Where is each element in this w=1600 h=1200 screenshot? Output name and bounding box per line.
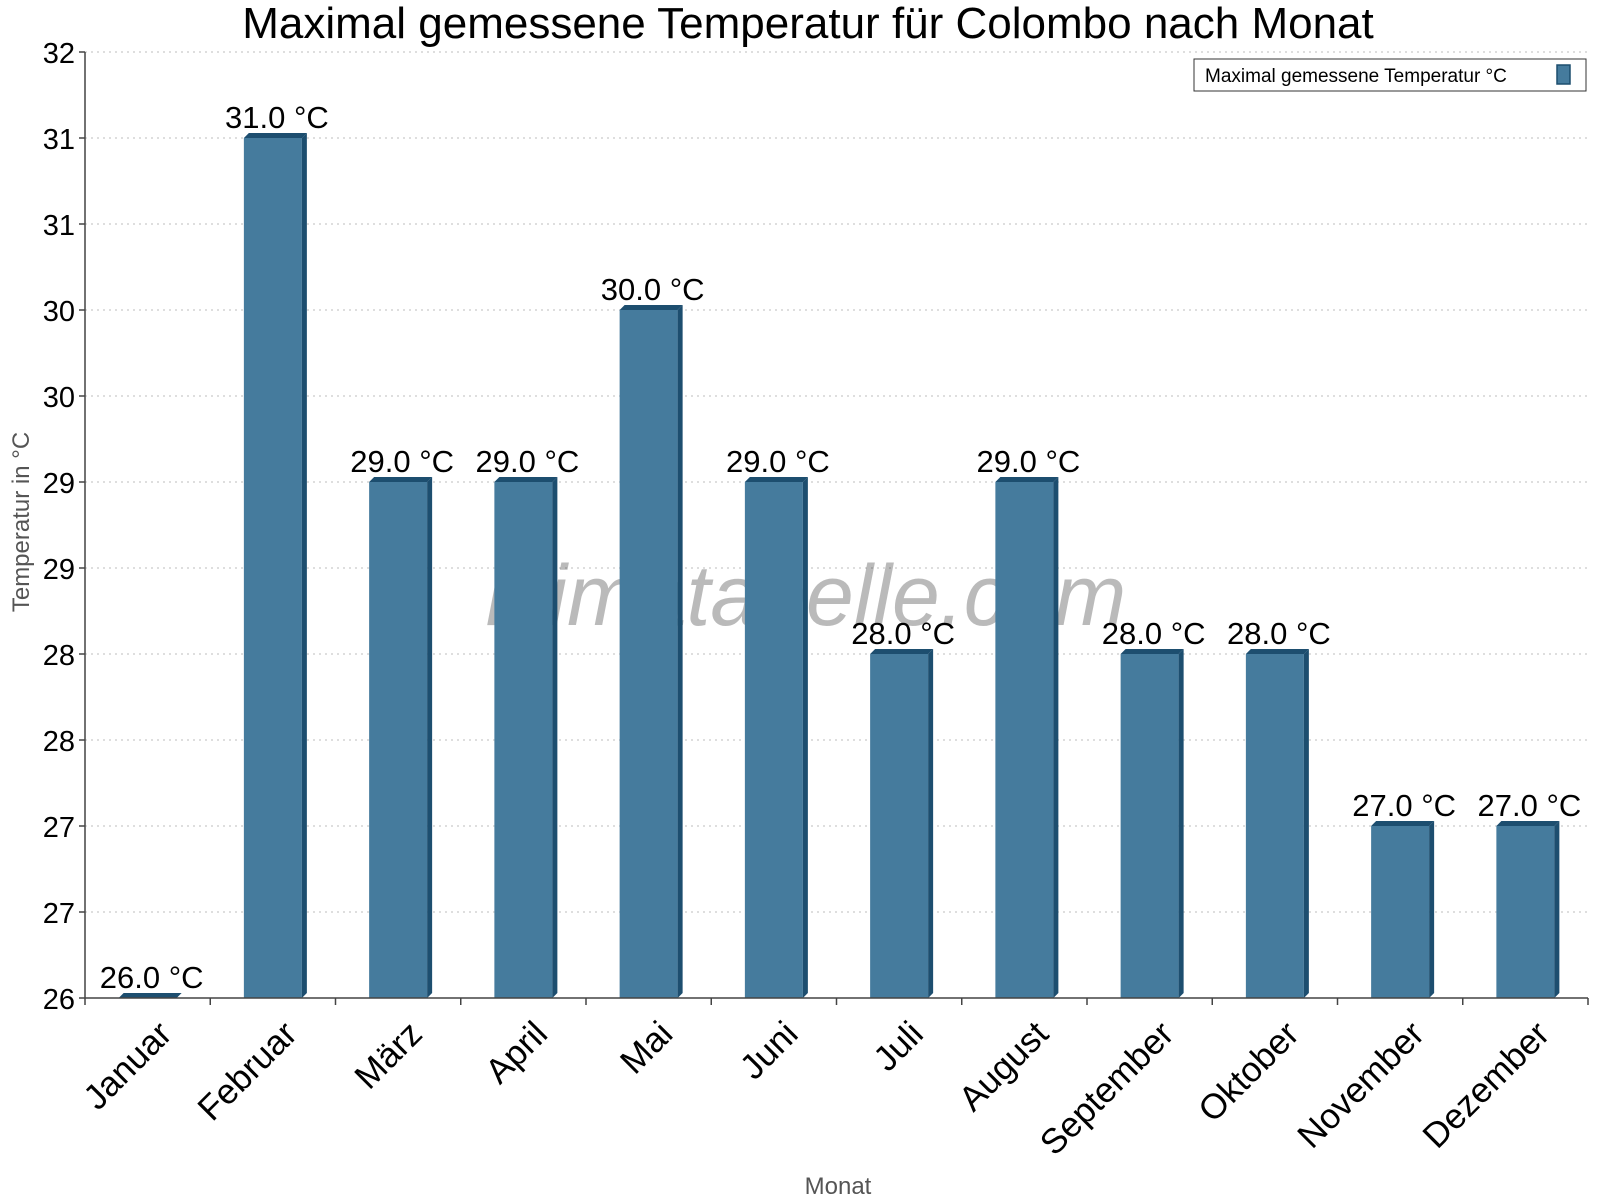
legend-label: Maximal gemessene Temperatur °C xyxy=(1205,66,1507,87)
x-tick-label: Dezember xyxy=(1415,1014,1557,1156)
bar-side xyxy=(928,649,934,998)
bar xyxy=(619,305,683,998)
bar-side xyxy=(1303,649,1309,998)
bar xyxy=(369,477,433,998)
y-tick-label: 28 xyxy=(43,726,75,758)
bar-face xyxy=(744,482,803,998)
y-tick-label: 29 xyxy=(43,554,75,586)
bar-face xyxy=(494,482,553,998)
bar-top xyxy=(1120,649,1184,654)
bar xyxy=(494,477,558,998)
bar-top xyxy=(1371,821,1435,826)
bar xyxy=(1245,649,1309,998)
bar-face xyxy=(369,482,428,998)
legend: Maximal gemessene Temperatur °C xyxy=(1193,58,1587,92)
bar-side xyxy=(552,477,558,998)
bar-top xyxy=(243,133,307,138)
y-tick-label: 31 xyxy=(43,210,75,242)
bar-side xyxy=(1178,649,1184,998)
x-tick-labels: Januar Februar März April Mai Juni Juli AugustS… xyxy=(76,1014,1557,1163)
data-label: 29.0 °C xyxy=(726,444,830,479)
x-tick-label: April xyxy=(478,1014,555,1091)
y-tick-label: 30 xyxy=(43,382,75,414)
data-label: 29.0 °C xyxy=(476,444,580,479)
data-label: 31.0 °C xyxy=(225,100,329,135)
x-tick-label: Mai xyxy=(613,1014,680,1081)
bar-side xyxy=(1554,821,1560,998)
chart-title: Maximal gemessene Temperatur für Colombo… xyxy=(242,0,1374,48)
bar-side xyxy=(427,477,433,998)
data-label: 27.0 °C xyxy=(1352,788,1456,823)
bar-top xyxy=(1496,821,1560,826)
data-label: 29.0 °C xyxy=(350,444,454,479)
y-tick-label: 26 xyxy=(43,984,75,1016)
bar-top xyxy=(619,305,683,310)
bar-top xyxy=(870,649,934,654)
legend-swatch xyxy=(1556,64,1571,85)
bar-top xyxy=(1245,649,1309,654)
bar-top xyxy=(494,477,558,482)
y-tick-label: 27 xyxy=(43,898,75,930)
bar-top xyxy=(118,993,182,998)
x-tick-label: Juni xyxy=(733,1014,806,1087)
bar-side xyxy=(301,133,307,998)
bar-face xyxy=(1120,654,1179,998)
y-axis-title: Temperatur in °C xyxy=(8,432,35,612)
bar xyxy=(1496,821,1560,998)
y-tick-label: 32 xyxy=(43,38,75,70)
bar xyxy=(870,649,934,998)
bar xyxy=(1120,649,1184,998)
bar-face xyxy=(1245,654,1304,998)
data-labels: 26.0 °C 31.0 °C 29.0 °C 29.0 °C 30.0 °C 29.0 … xyxy=(100,100,1581,995)
bar-side xyxy=(1053,477,1059,998)
data-label: 28.0 °C xyxy=(1102,616,1206,651)
bar-side xyxy=(1429,821,1435,998)
y-tick-label: 27 xyxy=(43,812,75,844)
x-tick-label: Juli xyxy=(866,1014,931,1079)
data-label: 30.0 °C xyxy=(601,272,705,307)
bar xyxy=(1371,821,1435,998)
x-tick-label: Oktober xyxy=(1191,1014,1307,1130)
x-tick-label: Februar xyxy=(190,1014,304,1128)
bars xyxy=(118,133,1560,998)
bar-side xyxy=(677,305,683,998)
data-label: 27.0 °C xyxy=(1478,788,1582,823)
data-label: 29.0 °C xyxy=(977,444,1081,479)
bar-face xyxy=(1496,826,1555,998)
axes xyxy=(79,51,1589,1005)
x-tick-label: November xyxy=(1290,1014,1432,1156)
bar xyxy=(243,133,307,998)
y-tick-label: 29 xyxy=(43,468,75,500)
y-tick-labels: 26 27 27 28 28 29 29 30 30 31 31 32 xyxy=(43,38,75,1016)
bar-face xyxy=(619,310,678,998)
data-label: 26.0 °C xyxy=(100,960,204,995)
bar xyxy=(118,993,182,998)
data-label: 28.0 °C xyxy=(1227,616,1331,651)
bar xyxy=(744,477,808,998)
y-tick-label: 28 xyxy=(43,640,75,672)
bar-top xyxy=(369,477,433,482)
x-tick-label: August xyxy=(951,1014,1056,1119)
bar-face xyxy=(870,654,929,998)
x-tick-label: September xyxy=(1033,1014,1182,1163)
x-tick-label: Januar xyxy=(76,1014,179,1117)
bar xyxy=(995,477,1059,998)
grid-lines xyxy=(85,51,1588,999)
x-tick-label: März xyxy=(347,1014,430,1097)
x-axis-title: Monat xyxy=(805,1173,872,1200)
bar-top xyxy=(995,477,1059,482)
bar-side xyxy=(802,477,808,998)
bar-face xyxy=(1371,826,1430,998)
data-label: 28.0 °C xyxy=(851,616,955,651)
y-tick-label: 31 xyxy=(43,124,75,156)
bar-face xyxy=(243,138,302,998)
legend-box xyxy=(1193,58,1587,92)
bar-face xyxy=(995,482,1054,998)
y-tick-label: 30 xyxy=(43,296,75,328)
bar-top xyxy=(744,477,808,482)
